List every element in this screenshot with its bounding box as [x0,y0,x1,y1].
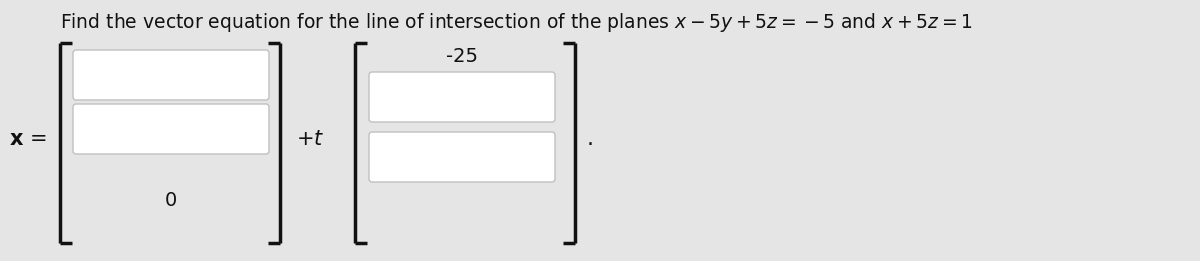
FancyBboxPatch shape [73,50,269,100]
Text: 0: 0 [164,192,178,211]
Text: Find the vector equation for the line of intersection of the planes $x - 5y + 5z: Find the vector equation for the line of… [60,11,973,34]
FancyBboxPatch shape [73,104,269,154]
Text: -25: -25 [446,46,478,66]
FancyBboxPatch shape [370,72,556,122]
Text: $\mathbf{x}$ =: $\mathbf{x}$ = [10,129,47,149]
Text: .: . [587,129,594,149]
FancyBboxPatch shape [370,132,556,182]
Text: $+ t$: $+ t$ [296,129,324,149]
